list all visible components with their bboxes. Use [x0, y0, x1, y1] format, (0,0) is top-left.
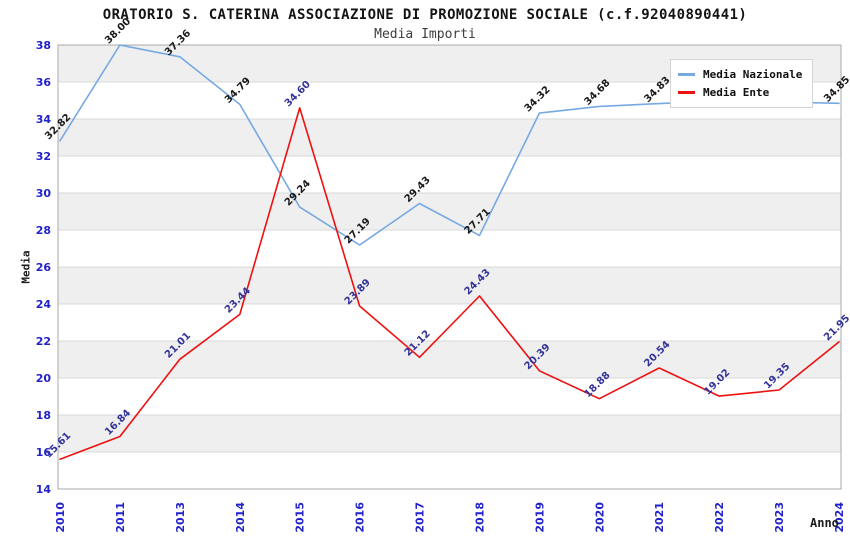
x-tick-label: 2016 [354, 502, 367, 533]
y-tick-label: 16 [36, 446, 52, 459]
x-tick-label: 2017 [414, 502, 427, 533]
x-tick-label: 2018 [473, 502, 486, 533]
y-axis-tick-labels: 14 16 18 20 22 24 26 28 30 32 34 36 38 [36, 39, 52, 496]
x-tick-label: 2011 [114, 502, 127, 533]
y-tick-label: 38 [36, 39, 51, 52]
x-tick-label: 2023 [773, 502, 786, 533]
chart-title: ORATORIO S. CATERINA ASSOCIAZIONE DI PRO… [102, 7, 748, 23]
x-tick-label: 2013 [174, 502, 187, 533]
y-tick-label: 32 [36, 150, 51, 163]
data-label: 21.95 [822, 313, 850, 343]
y-axis-title: Media [19, 250, 33, 284]
x-axis-tick-labels: 2010 2011 2013 2014 2015 2016 2017 2018 2019 2020… [54, 502, 846, 533]
gridlines [58, 81, 841, 453]
legend-label-media-nazionale: Media Nazionale [703, 67, 803, 81]
legend-item-media-nazionale: Media Nazionale [678, 65, 806, 83]
x-tick-label: 2024 [833, 502, 846, 533]
data-label: 38.00 [103, 16, 133, 46]
band [58, 415, 841, 452]
y-tick-label: 28 [36, 224, 51, 237]
y-tick-label: 36 [36, 76, 52, 89]
plot-bands [58, 45, 841, 452]
legend-line-media-nazionale-icon [678, 72, 695, 76]
legend-item-media-ente: Media Ente [678, 83, 806, 101]
x-tick-label: 2020 [593, 502, 606, 533]
y-tick-label: 26 [36, 261, 52, 274]
band [58, 267, 841, 304]
x-tick-label: 2021 [653, 502, 666, 533]
legend-label-media-ente: Media Ente [703, 85, 770, 99]
y-tick-label: 18 [36, 409, 51, 422]
y-tick-label: 24 [36, 298, 52, 311]
x-axis-title: Anno [810, 516, 839, 530]
chart-subtitle: Media Importi [374, 27, 476, 42]
band [58, 341, 841, 378]
x-tick-label: 2014 [234, 502, 247, 533]
y-tick-label: 14 [36, 483, 52, 496]
x-tick-label: 2010 [54, 502, 67, 533]
data-label: 34.32 [523, 84, 553, 114]
band [58, 119, 841, 156]
series-line-media-ente [59, 107, 840, 461]
plot-border [57, 44, 842, 490]
y-tick-label: 34 [36, 113, 52, 126]
band [58, 193, 841, 230]
data-label: 34.60 [283, 79, 313, 109]
legend-line-media-ente-icon [678, 90, 695, 94]
x-tick-label: 2022 [713, 502, 726, 533]
x-tick-label: 2019 [533, 502, 546, 533]
y-tick-label: 22 [36, 335, 51, 348]
x-tick-label: 2015 [294, 502, 307, 533]
legend: Media Nazionale Media Ente [670, 59, 813, 108]
y-tick-label: 30 [36, 187, 52, 200]
y-tick-label: 20 [36, 372, 52, 385]
